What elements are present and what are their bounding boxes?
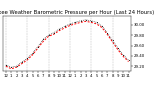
Title: Milwaukee Weather Barometric Pressure per Hour (Last 24 Hours): Milwaukee Weather Barometric Pressure pe… — [0, 10, 154, 15]
